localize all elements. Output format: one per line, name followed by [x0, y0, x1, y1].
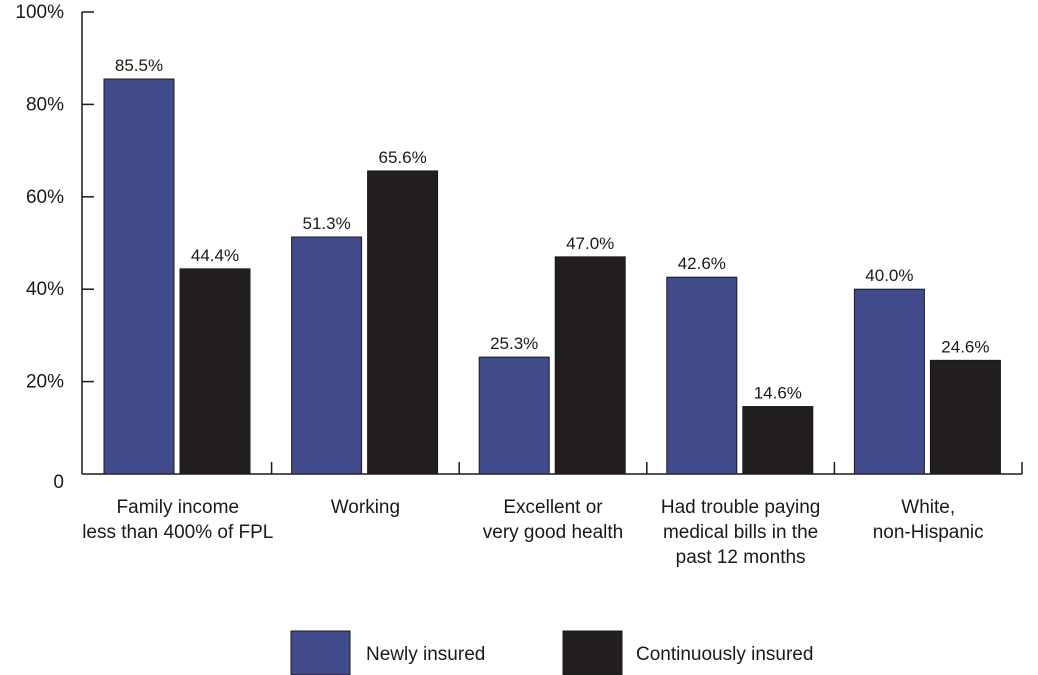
y-tick-label: 20% [26, 372, 64, 393]
legend-swatch [562, 630, 623, 675]
data-label: 42.6% [678, 254, 726, 273]
data-label: 44.4% [191, 246, 239, 265]
y-axis: 0 20% 40% 60% 80% 100% [15, 2, 94, 493]
bar [853, 288, 925, 475]
bar [666, 276, 738, 475]
data-label: 65.6% [378, 148, 426, 167]
bar [291, 236, 363, 475]
y-tick-label: 0 [53, 472, 64, 493]
bar [478, 356, 550, 475]
data-label: 25.3% [490, 334, 538, 353]
data-label: 85.5% [115, 56, 163, 75]
bar [179, 268, 251, 475]
bar [929, 359, 1001, 475]
category-label: medical bills in the [663, 522, 818, 543]
bar [742, 406, 814, 475]
category-label: Had trouble paying [661, 497, 821, 518]
y-tick-label: 60% [26, 187, 64, 208]
category-label: very good health [483, 522, 624, 543]
legend-label: Continuously insured [636, 644, 813, 665]
category-label: past 12 months [676, 547, 806, 568]
category-label: White, [901, 497, 955, 518]
category-label: Excellent or [503, 497, 603, 518]
category-label: Family income [117, 497, 239, 518]
bar [367, 170, 439, 475]
legend-label: Newly insured [366, 644, 485, 665]
data-label: 51.3% [302, 214, 350, 233]
y-tick-label: 40% [26, 279, 64, 300]
legend: Newly insured Continuously insured [290, 630, 813, 675]
category-label: less than 400% of FPL [82, 522, 273, 543]
category-labels: Family income less than 400% of FPL Workin… [82, 497, 983, 568]
y-tick-label: 100% [15, 2, 64, 23]
data-label: 24.6% [941, 337, 989, 356]
category-label: non-Hispanic [873, 522, 984, 543]
y-tick-label: 80% [26, 94, 64, 115]
bars [103, 78, 1001, 475]
data-labels: 85.5% 51.3% 25.3% 42.6% 40.0% 44.4% 65.6% 47.0%… [115, 56, 990, 403]
data-label: 47.0% [566, 234, 614, 253]
category-label: Working [331, 497, 400, 518]
legend-swatch [290, 630, 351, 675]
bar [103, 78, 175, 475]
data-label: 40.0% [865, 266, 913, 285]
data-label: 14.6% [754, 384, 802, 403]
bar [554, 256, 626, 475]
